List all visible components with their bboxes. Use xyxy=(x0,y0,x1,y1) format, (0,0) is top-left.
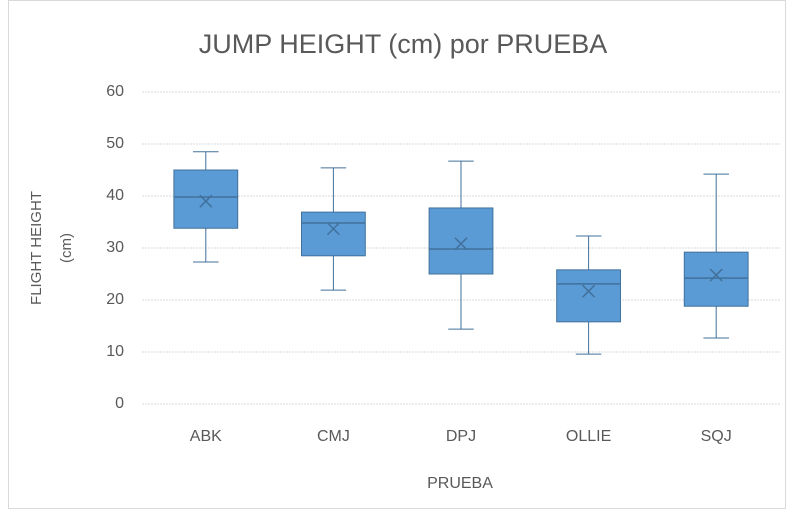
y-axis-label: FLIGHT HEIGHT xyxy=(28,191,45,305)
x-tick-label: SQJ xyxy=(701,428,732,445)
mean-marker xyxy=(709,268,723,282)
x-tick-label: OLLIE xyxy=(566,428,611,445)
y-tick-label: 60 xyxy=(106,83,124,100)
chart-title: JUMP HEIGHT (cm) por PRUEBA xyxy=(199,29,608,59)
mean-marker xyxy=(582,284,596,298)
y-tick-label: 10 xyxy=(106,343,124,360)
mean-marker xyxy=(454,237,468,251)
y-tick-label: 20 xyxy=(106,291,124,308)
box xyxy=(301,211,366,257)
y-tick-label: 0 xyxy=(115,395,124,412)
box xyxy=(173,169,239,229)
x-tick-label: CMJ xyxy=(317,428,350,445)
x-axis-label: PRUEBA xyxy=(427,475,493,492)
y-axis-label: (cm) xyxy=(58,233,75,263)
x-tick-label: ABK xyxy=(190,428,222,445)
box xyxy=(428,207,494,275)
mean-marker xyxy=(326,222,340,236)
y-tick-label: 40 xyxy=(106,187,124,204)
y-tick-label: 50 xyxy=(106,135,124,152)
y-tick-label: 30 xyxy=(106,239,124,256)
box xyxy=(556,269,622,323)
box xyxy=(683,251,749,307)
mean-marker xyxy=(199,194,213,208)
chart-frame xyxy=(8,0,786,509)
x-tick-label: DPJ xyxy=(446,428,476,445)
